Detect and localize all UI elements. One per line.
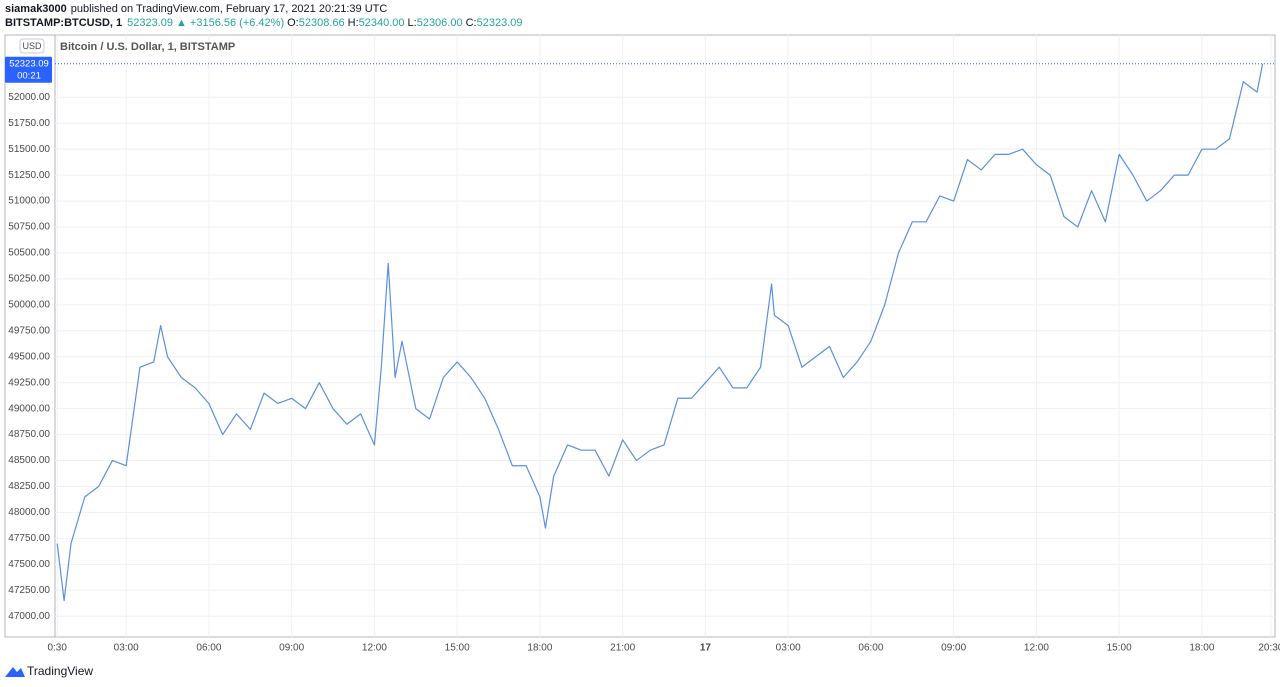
y-tick-label: 48750.00 — [8, 429, 50, 440]
y-tick-label: 51750.00 — [8, 118, 50, 129]
y-tick-label: 50750.00 — [8, 222, 50, 233]
x-tick-label: 09:00 — [941, 643, 966, 654]
last-price-box — [5, 56, 52, 83]
x-tick-label: 0:30 — [47, 643, 67, 654]
last-price-label: 52323.09 — [9, 58, 49, 69]
y-tick-label: 50250.00 — [8, 274, 50, 285]
ohlc-value: 52323.09 — [477, 17, 523, 29]
y-tick-label: 51250.00 — [8, 170, 50, 181]
y-tick-label: 48250.00 — [8, 481, 50, 492]
last: 52323.09 — [127, 17, 173, 29]
x-tick-label: 20:30 — [1258, 643, 1280, 654]
symbol: BITSTAMP:BTCUSD, 1 — [5, 17, 122, 29]
currency: USD — [22, 41, 42, 51]
x-tick-label: 06:00 — [858, 643, 883, 654]
x-tick-label: 09:00 — [279, 643, 304, 654]
quote-line: BITSTAMP:BTCUSD, 1 52323.09 ▲ +3156.56 (+6.… — [5, 17, 522, 29]
x-tick-label: 12:00 — [362, 643, 387, 654]
y-tick-label: 49750.00 — [8, 325, 50, 336]
x-tick-label: 17 — [700, 643, 712, 654]
chart-title: Bitcoin / U.S. Dollar, 1, BITSTAMP — [60, 41, 235, 53]
x-tick-label: 21:00 — [610, 643, 635, 654]
x-tick-label: 03:00 — [114, 643, 139, 654]
y-tick-label: 47250.00 — [8, 585, 50, 596]
arrow: ▲ — [176, 17, 187, 29]
y-tick-label: 51500.00 — [8, 144, 50, 155]
publish-line: siamak3000 published on TradingView.com, … — [5, 3, 387, 15]
ohlc-label: O: — [287, 17, 299, 29]
x-tick-label: 18:00 — [1189, 643, 1214, 654]
ohlc-value: 52308.66 — [299, 17, 345, 29]
y-tick-label: 51000.00 — [8, 196, 50, 207]
countdown: 00:21 — [17, 70, 41, 81]
ohlc-label: C: — [466, 17, 477, 29]
y-tick-label: 48000.00 — [8, 507, 50, 518]
y-tick-label: 52000.00 — [8, 92, 50, 103]
ohlc-value: 52340.00 — [359, 17, 405, 29]
change: +3156.56 (+6.42%) — [190, 17, 284, 29]
y-tick-label: 49500.00 — [8, 351, 50, 362]
ohlc-label: H: — [348, 17, 359, 29]
price-line — [56, 63, 1264, 602]
author: siamak3000 — [5, 3, 67, 15]
currency-badge[interactable] — [19, 38, 45, 54]
y-tick-label: 49250.00 — [8, 377, 50, 388]
x-tick-label: 15:00 — [1107, 643, 1132, 654]
y-tick-label: 47000.00 — [8, 611, 50, 622]
y-tick-label: 47750.00 — [8, 533, 50, 544]
x-tick-label: 18:00 — [527, 643, 552, 654]
y-tick-label: 47500.00 — [8, 559, 50, 570]
logo — [5, 667, 25, 677]
y-tick-label: 48500.00 — [8, 455, 50, 466]
published: published on TradingView.com, February 1… — [71, 3, 388, 15]
pane-border — [4, 34, 1276, 638]
y-tick-label: 49000.00 — [8, 403, 50, 414]
x-tick-label: 15:00 — [445, 643, 470, 654]
y-tick-label: 50500.00 — [8, 248, 50, 259]
x-tick-label: 06:00 — [196, 643, 221, 654]
y-tick-label: 50000.00 — [8, 300, 50, 311]
ohlc-label: L: — [408, 17, 417, 29]
x-tick-label: 12:00 — [1024, 643, 1049, 654]
x-tick-label: 03:00 — [776, 643, 801, 654]
brand: TradingView — [27, 664, 93, 678]
ohlc-value: 52306.00 — [417, 17, 463, 29]
